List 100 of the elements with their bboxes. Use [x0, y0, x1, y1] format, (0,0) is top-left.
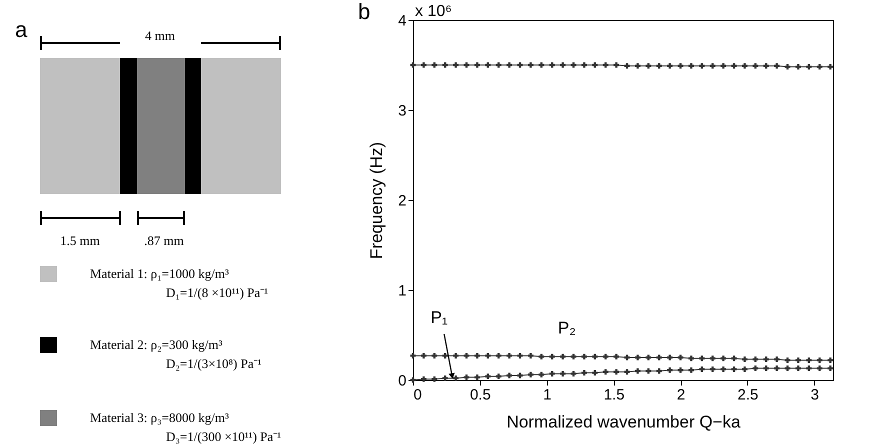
point — [828, 357, 834, 363]
point — [528, 62, 534, 68]
point — [528, 352, 534, 358]
point — [453, 352, 459, 358]
point — [614, 62, 620, 68]
point — [774, 366, 780, 372]
y-tick-label: 1 — [398, 282, 406, 300]
point — [828, 366, 834, 372]
point — [485, 352, 491, 358]
point — [646, 63, 652, 69]
annotation: P₁ — [430, 308, 448, 327]
point — [634, 63, 640, 69]
text: .87 mm — [144, 233, 184, 248]
point — [624, 63, 630, 69]
point — [496, 374, 502, 380]
point — [432, 376, 438, 382]
point — [614, 369, 620, 375]
point — [784, 64, 790, 70]
point — [528, 372, 534, 378]
point — [549, 354, 555, 360]
point — [763, 356, 769, 362]
point — [806, 357, 812, 363]
point — [432, 352, 438, 358]
text: Material 1: ρ₁=1000 kg/m³ — [90, 266, 229, 281]
point — [474, 352, 480, 358]
point — [474, 62, 480, 68]
x-axis-title: Normalized wavenumber Q−ka — [506, 412, 741, 432]
point — [464, 374, 470, 380]
point — [634, 354, 640, 360]
point — [710, 356, 716, 362]
point — [592, 370, 598, 376]
point — [453, 375, 459, 381]
x-tick-label: 2.5 — [737, 386, 758, 404]
x-tick-label: 0 — [414, 386, 422, 404]
point — [506, 62, 512, 68]
point — [614, 354, 620, 360]
x-tick-label: 1.5 — [604, 386, 625, 404]
text: Material 2: ρ₂=300 kg/m³ — [90, 337, 222, 352]
point — [784, 357, 790, 363]
point — [560, 370, 566, 376]
point — [624, 369, 630, 375]
point — [731, 366, 737, 372]
point — [496, 352, 502, 358]
point — [688, 356, 694, 362]
point — [485, 374, 491, 380]
point — [538, 354, 544, 360]
point — [420, 352, 426, 358]
point — [731, 356, 737, 362]
point — [688, 367, 694, 373]
x-tick-label: 0.5 — [470, 386, 491, 404]
y-axis-title: Frequency (Hz) — [367, 142, 386, 260]
point — [592, 354, 598, 360]
point — [816, 64, 822, 70]
text: D₁=1/(8 ×10¹¹) Pa⁻¹ — [166, 285, 268, 300]
point — [667, 63, 673, 69]
text: D₂=1/(3×10⁸) Pa⁻¹ — [166, 356, 262, 371]
point — [731, 63, 737, 69]
point — [795, 357, 801, 363]
point — [784, 366, 790, 372]
point — [570, 370, 576, 376]
y-tick-label: 0 — [398, 372, 406, 390]
point — [453, 62, 459, 68]
point — [752, 356, 758, 362]
text: Material 3: ρ₃=8000 kg/m³ — [90, 410, 229, 425]
point — [678, 63, 684, 69]
point — [442, 375, 448, 381]
point — [506, 352, 512, 358]
point — [742, 366, 748, 372]
point — [581, 370, 587, 376]
point — [720, 366, 726, 372]
point — [699, 63, 705, 69]
point — [549, 370, 555, 376]
chart-title: b — [358, 0, 370, 24]
point — [581, 354, 587, 360]
annotation: P₂ — [558, 318, 576, 338]
point — [710, 63, 716, 69]
point — [763, 63, 769, 69]
point — [742, 356, 748, 362]
point — [602, 354, 608, 360]
point — [774, 356, 780, 362]
point — [699, 366, 705, 372]
point — [464, 352, 470, 358]
point — [602, 369, 608, 375]
x-tick-label: 3 — [810, 386, 819, 404]
text: 1.5 mm — [60, 233, 100, 248]
x-tick-label: 1 — [543, 386, 552, 404]
point — [517, 352, 523, 358]
point — [420, 376, 426, 382]
point — [795, 64, 801, 70]
point — [560, 354, 566, 360]
point — [667, 367, 673, 373]
point — [774, 63, 780, 69]
point — [506, 372, 512, 378]
y-tick-label: 2 — [398, 192, 406, 210]
point — [688, 63, 694, 69]
point — [720, 356, 726, 362]
point — [667, 354, 673, 360]
y-tick-label: 4 — [398, 12, 406, 30]
point — [581, 62, 587, 68]
point — [828, 64, 834, 70]
